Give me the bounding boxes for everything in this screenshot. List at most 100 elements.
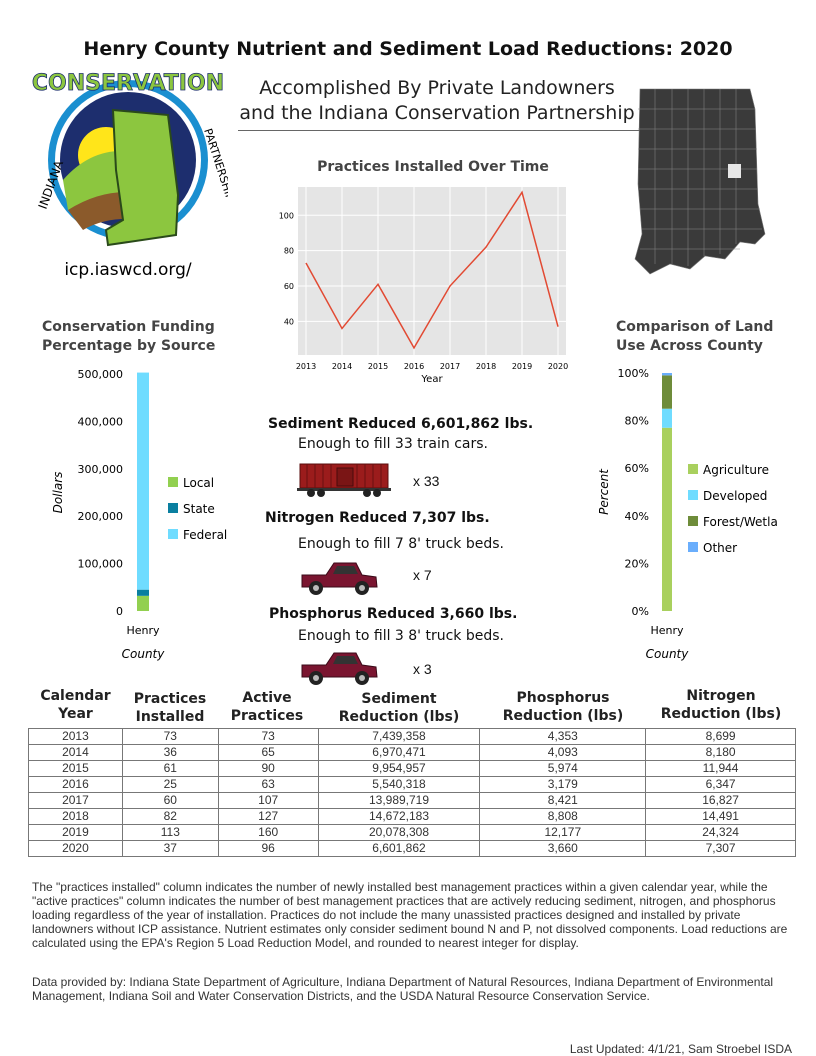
subtitle-line-1: Accomplished By Private Landowners (259, 77, 615, 99)
table-header: Practices Installed (133, 691, 207, 725)
table-cell: 60 (121, 792, 219, 809)
svg-text:CONSERVATION: CONSERVATION (32, 71, 224, 96)
table-cell: 3,660 (479, 840, 647, 857)
table-cell: 4,353 (479, 728, 647, 745)
table-cell: 7,307 (645, 840, 796, 857)
table-cell: 24,324 (645, 824, 796, 841)
plot-area (298, 187, 566, 355)
table-row: 2014 36 65 6,970,471 4,093 8,180 (28, 744, 796, 761)
y-tick-label: 100,000 (78, 558, 124, 571)
icp-logo: CONSERVATION INDIANA PARTNERSHIP icp.ias… (31, 71, 228, 280)
sediment-multiplier: x 33 (413, 473, 440, 489)
legend-label: Forest/Wetla (703, 515, 778, 529)
table-header: Calendar Year (40, 688, 111, 722)
y-tick-label: 80% (625, 415, 649, 428)
table-row: 2016 25 63 5,540,318 3,179 6,347 (28, 776, 796, 793)
table-cell: 96 (217, 840, 319, 857)
x-tick-label: 2014 (332, 362, 352, 371)
table-cell: 6,601,862 (317, 840, 481, 857)
table-cell: 7,439,358 (317, 728, 481, 745)
table-cell: 13,989,719 (317, 792, 481, 809)
x-axis-label: Year (420, 374, 443, 385)
indiana-county-map (634, 88, 766, 275)
table-header: Nitrogen Reduction (lbs) (660, 688, 782, 722)
table-cell: 2018 (28, 808, 123, 825)
x-axis-label: County (646, 647, 690, 661)
y-tick-label: 400,000 (78, 415, 124, 428)
bar-segment-developed (662, 408, 672, 428)
table-row: 2013 73 73 7,439,358 4,353 8,699 (28, 728, 796, 745)
table-cell: 8,180 (645, 744, 796, 761)
table-cell: 2015 (28, 760, 123, 777)
funding-chart-title: Conservation Funding Percentage by Sourc… (42, 319, 216, 354)
line-chart-title: Practices Installed Over Time (317, 159, 549, 175)
legend-swatch (688, 542, 698, 552)
table-row: 2017 60 107 13,989,719 8,421 16,827 (28, 792, 796, 809)
y-tick-label: 60% (625, 462, 649, 475)
x-tick-label: 2017 (440, 362, 460, 371)
table-cell: 113 (121, 824, 219, 841)
table-cell: 65 (217, 744, 319, 761)
table-cell: 20,078,308 (317, 824, 481, 841)
bar-segment-federal (137, 372, 149, 590)
table-cell: 2017 (28, 792, 123, 809)
phosphorus-heading: Phosphorus Reduced 3,660 lbs. (269, 606, 518, 622)
nitrogen-equivalent: Enough to fill 7 8' truck beds. (298, 536, 504, 552)
table-cell: 8,808 (479, 808, 647, 825)
bar-segment-state (137, 589, 149, 596)
y-tick-label: 100 (279, 211, 294, 220)
table-header: Sediment Reduction (lbs) (338, 691, 460, 725)
table-cell: 14,491 (645, 808, 796, 825)
x-tick-label: 2019 (512, 362, 532, 371)
table-cell: 3,179 (479, 776, 647, 793)
svg-text:icp.iaswcd.org/: icp.iaswcd.org/ (64, 260, 192, 280)
y-tick-label: 40 (284, 317, 294, 326)
table-cell: 61 (121, 760, 219, 777)
x-tick-label: Henry (650, 624, 684, 637)
table-cell: 5,540,318 (317, 776, 481, 793)
practices-line-chart: 2013 2014 2015 2016 2017 2018 2019 2020 40 60 80 10… (279, 187, 568, 385)
henry-county-highlight (728, 164, 741, 178)
y-axis-label: Percent (597, 468, 611, 515)
x-tick-label: 2013 (296, 362, 316, 371)
subtitle-line-2: and the Indiana Conservation Partnership (239, 102, 635, 124)
table-row: 2020 37 96 6,601,862 3,660 7,307 (28, 840, 796, 857)
x-axis-label: County (122, 647, 166, 661)
table-cell: 73 (121, 728, 219, 745)
page-title: Henry County Nutrient and Sediment Load … (83, 38, 733, 60)
table-cell: 107 (217, 792, 319, 809)
sediment-heading: Sediment Reduced 6,601,862 lbs. (268, 416, 534, 432)
table-cell: 6,347 (645, 776, 796, 793)
legend-label: State (183, 502, 215, 516)
table-cell: 4,093 (479, 744, 647, 761)
y-tick-label: 200,000 (78, 510, 124, 523)
table-header: Active Practices (230, 690, 304, 724)
train-car-icon (297, 463, 391, 497)
pickup-truck-icon (301, 562, 378, 595)
x-tick-label: Henry (126, 624, 160, 637)
legend-swatch (688, 490, 698, 500)
subtitle: Accomplished By Private Landowners and t… (232, 76, 642, 126)
table-header: Phosphorus Reduction (lbs) (502, 690, 624, 724)
table-cell: 25 (121, 776, 219, 793)
table-cell: 8,421 (479, 792, 647, 809)
x-tick-label: 2020 (548, 362, 568, 371)
landuse-chart-title: Comparison of Land Use Across County (616, 319, 774, 354)
table-cell: 127 (217, 808, 319, 825)
data-sources: Data provided by: Indiana State Departme… (32, 975, 774, 1003)
legend-label: Agriculture (703, 463, 769, 477)
y-tick-label: 40% (625, 510, 649, 523)
y-axis-label: Dollars (51, 472, 65, 514)
table-cell: 16,827 (645, 792, 796, 809)
table-cell: 11,944 (645, 760, 796, 777)
table-cell: 2014 (28, 744, 123, 761)
legend-label: Other (703, 541, 737, 555)
legend-swatch (688, 516, 698, 526)
y-tick-label: 60 (284, 282, 294, 291)
table-cell: 2013 (28, 728, 123, 745)
legend-label: Federal (183, 528, 227, 542)
x-tick-label: 2018 (476, 362, 496, 371)
table-cell: 14,672,183 (317, 808, 481, 825)
legend-swatch (168, 529, 178, 539)
